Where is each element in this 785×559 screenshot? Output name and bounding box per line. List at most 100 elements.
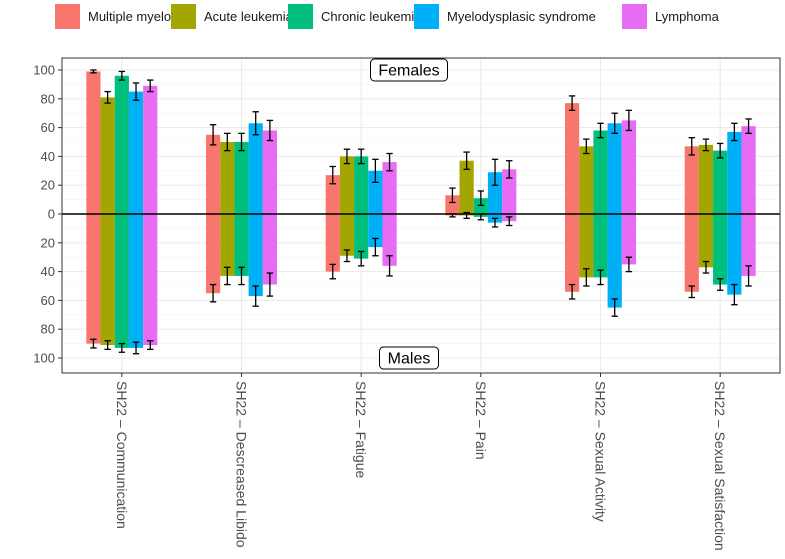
bar-male-myelodysplasic-syndrome (248, 214, 263, 297)
error-bar-male (731, 283, 738, 306)
error-bar-female (716, 142, 724, 159)
bar-male-acute-leukemia (220, 214, 235, 276)
error-bar-male (716, 278, 724, 291)
bar-female-chronic-leukemia (473, 198, 488, 214)
error-bar-female (625, 109, 633, 132)
plot-panel (62, 58, 780, 373)
error-bar-female (343, 148, 351, 165)
error-bar-female (568, 95, 576, 111)
bar-female-chronic-leukemia (593, 130, 608, 214)
error-bar-male (104, 340, 111, 351)
bar-male-multiple-myeloma (206, 214, 221, 294)
bar-male-acute-leukemia (100, 214, 115, 346)
y-tick-label: 20 (41, 235, 55, 250)
legend-swatch (288, 4, 313, 29)
y-tick-label: 80 (41, 322, 55, 337)
error-bar-female (688, 137, 695, 156)
error-bar-male (386, 255, 393, 277)
bar-female-lymphoma (621, 120, 636, 214)
bar-male-myelodysplasic-syndrome (368, 214, 383, 248)
y-tick-label: 60 (41, 120, 55, 135)
error-bar-male (506, 216, 513, 227)
y-tick-label: 60 (41, 293, 55, 308)
bar-female-myelodysplasic-syndrome (487, 172, 503, 214)
x-tick-label: SH22 – Sexual Satisfaction (712, 381, 728, 551)
bar-male-lymphoma (382, 214, 397, 266)
annotation-males: Males (379, 346, 439, 370)
error-bar-male (118, 342, 126, 353)
bar-female-lymphoma (262, 130, 277, 214)
error-bar-male (745, 265, 752, 287)
y-tick-label: 80 (41, 91, 55, 106)
bar-female-chronic-leukemia (114, 75, 129, 214)
bar-female-chronic-leukemia (713, 150, 728, 214)
error-bar-male (252, 285, 259, 307)
bar-male-myelodysplasic-syndrome (607, 214, 622, 308)
error-bar-female (745, 118, 752, 135)
bar-female-multiple-myeloma (206, 134, 221, 214)
legend-item-lymphoma: Lymphoma (622, 4, 720, 29)
error-bar-male (357, 250, 365, 267)
bar-female-acute-leukemia (339, 156, 355, 214)
annotations: Females Males (370, 58, 448, 370)
bar-female-chronic-leukemia (354, 156, 369, 214)
legend: Multiple myeloma Acute leukemia Chronic le… (55, 4, 720, 29)
plot-panel-border (61, 57, 781, 374)
error-bar-female (118, 70, 126, 81)
x-tick-label: SH22 – Fatigue (353, 381, 369, 478)
bars (86, 71, 756, 348)
annotation-males-text: Males (388, 351, 431, 368)
y-tick-label: 0 (48, 207, 55, 222)
bar-female-acute-leukemia (698, 144, 714, 214)
error-bar-female (238, 132, 245, 152)
x-axis: SH22 – Communication SH22 – Descreased Li… (114, 373, 728, 551)
y-tick-label: 100 (33, 351, 55, 366)
bar-male-chronic-leukemia (713, 214, 728, 285)
legend-item-chronic-leukemia: Chronic leukemia (288, 4, 422, 29)
y-tick-label: 40 (41, 264, 55, 279)
error-bar-female (583, 138, 590, 155)
error-bar-male (343, 249, 351, 263)
annotation-females-text: Females (378, 63, 439, 80)
error-bar-male (611, 298, 618, 317)
bar-male-multiple-myeloma (684, 214, 699, 292)
legend-label: Multiple myeloma (88, 9, 190, 24)
error-bar-female (597, 122, 604, 139)
bar-female-lymphoma (382, 162, 397, 214)
legend-label: Chronic leukemia (321, 9, 422, 24)
error-bar-female (147, 79, 154, 93)
legend-swatch (171, 4, 196, 29)
legend-swatch (622, 4, 647, 29)
error-bar-male (688, 285, 695, 299)
bar-female-myelodysplasic-syndrome (607, 123, 622, 214)
error-bar-female (372, 158, 379, 183)
bar-male-multiple-myeloma (325, 214, 340, 272)
legend-swatch (55, 4, 80, 29)
error-bar-male (209, 283, 217, 303)
error-bar-male (329, 263, 336, 280)
bar-female-lymphoma (502, 169, 517, 214)
error-bar-female (90, 69, 97, 74)
bar-male-chronic-leukemia (234, 214, 249, 276)
bar-male-lymphoma (741, 214, 756, 276)
error-bar-male (132, 341, 140, 355)
bar-female-acute-leukemia (100, 97, 115, 214)
bar-female-myelodysplasic-syndrome (368, 170, 383, 214)
bar-female-acute-leukemia (459, 160, 474, 214)
bar-male-myelodysplasic-syndrome (727, 214, 742, 295)
bar-male-lymphoma (621, 214, 636, 265)
error-bar-female (252, 111, 259, 136)
y-tick-label: 20 (41, 178, 55, 193)
bar-male-myelodysplasic-syndrome (128, 214, 144, 348)
error-bar-male (625, 256, 633, 273)
x-tick-label: SH22 – Descreased Libido (234, 381, 250, 548)
y-axis: 100 80 60 40 20 0 20 40 60 80 100 (33, 63, 62, 366)
bar-female-multiple-myeloma (86, 71, 101, 214)
bar-female-lymphoma (741, 126, 756, 214)
annotation-males-box (379, 346, 439, 370)
legend-item-multiple-myeloma: Multiple myeloma (55, 4, 190, 29)
bar-female-acute-leukemia (579, 146, 594, 214)
error-bar-male (90, 338, 97, 349)
error-bar-female (477, 190, 485, 207)
